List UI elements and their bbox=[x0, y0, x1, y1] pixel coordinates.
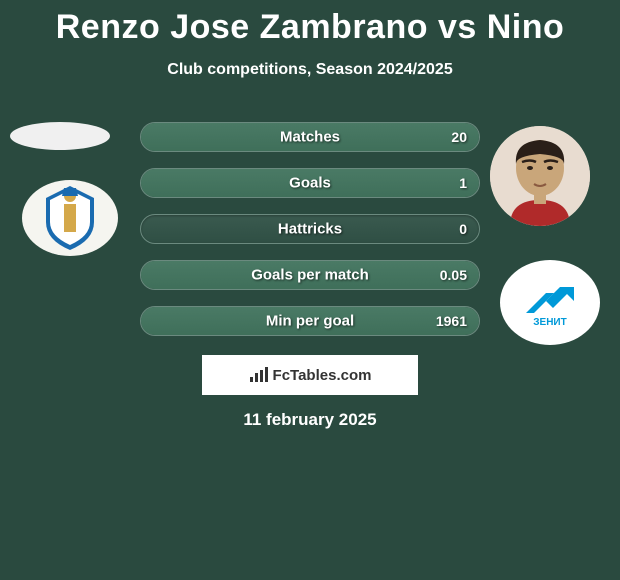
stat-label: Matches bbox=[280, 129, 340, 146]
watermark-text: FcTables.com bbox=[273, 367, 372, 384]
stat-row-matches: Matches 20 bbox=[140, 122, 480, 152]
watermark: FcTables.com bbox=[202, 355, 418, 395]
stat-label: Min per goal bbox=[266, 313, 354, 330]
player-left-avatar-placeholder bbox=[10, 122, 110, 150]
stat-label: Goals per match bbox=[251, 267, 369, 284]
stat-row-goals: Goals 1 bbox=[140, 168, 480, 198]
date-label: 11 february 2025 bbox=[243, 410, 376, 430]
stat-val-right: 1 bbox=[459, 175, 467, 191]
page-title: Renzo Jose Zambrano vs Nino bbox=[0, 0, 620, 47]
stat-label: Goals bbox=[289, 175, 331, 192]
player-right-avatar bbox=[490, 126, 590, 226]
svg-text:ЗЕНИТ: ЗЕНИТ bbox=[533, 317, 566, 328]
stat-val-right: 1961 bbox=[436, 313, 467, 329]
stats-container: Matches 20 Goals 1 Hattricks 0 Goals per… bbox=[140, 122, 480, 352]
bar-chart-icon bbox=[249, 367, 269, 383]
club-right-crest-zenit: ЗЕНИТ bbox=[500, 260, 600, 345]
stat-row-gpm: Goals per match 0.05 bbox=[140, 260, 480, 290]
stat-label: Hattricks bbox=[278, 221, 342, 238]
stat-row-hattricks: Hattricks 0 bbox=[140, 214, 480, 244]
subtitle: Club competitions, Season 2024/2025 bbox=[0, 61, 620, 79]
stat-val-right: 0 bbox=[459, 221, 467, 237]
club-left-crest bbox=[20, 178, 120, 258]
stat-row-mpg: Min per goal 1961 bbox=[140, 306, 480, 336]
stat-val-right: 0.05 bbox=[440, 267, 467, 283]
stat-val-right: 20 bbox=[451, 129, 467, 145]
